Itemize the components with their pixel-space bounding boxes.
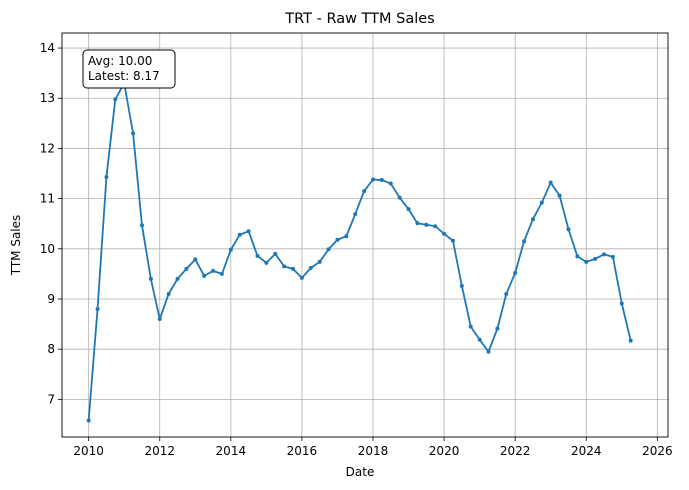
- data-point: [584, 259, 589, 264]
- x-tick-label: 2016: [287, 444, 318, 458]
- data-point: [148, 276, 153, 281]
- data-point: [237, 232, 242, 237]
- data-point: [264, 260, 269, 265]
- x-tick-label: 2012: [144, 444, 175, 458]
- data-point: [406, 207, 411, 212]
- data-point: [522, 239, 527, 244]
- data-point: [530, 217, 535, 222]
- annotation-box: [82, 49, 176, 89]
- annotation-latest: Latest: 8.17: [88, 69, 160, 83]
- data-point: [415, 221, 420, 226]
- chart-title: TRT - Raw TTM Sales: [284, 11, 434, 27]
- y-tick-label: 8: [47, 342, 55, 356]
- data-point: [566, 227, 571, 232]
- data-point: [86, 418, 91, 423]
- data-point: [602, 252, 607, 257]
- axis-ticks: 2010 2012 2014 2016 2018 2020 2022 2024 2026 7 8 9 1…: [40, 41, 673, 458]
- annotation-average: Avg: 10.00: [88, 54, 152, 68]
- data-point: [113, 97, 118, 102]
- data-point: [610, 254, 615, 259]
- x-tick-label: 2020: [429, 444, 460, 458]
- data-point: [370, 177, 375, 182]
- data-point: [282, 264, 287, 269]
- y-tick-label: 12: [40, 141, 55, 155]
- data-point: [619, 301, 624, 306]
- data-point: [255, 253, 260, 258]
- data-point: [495, 326, 500, 331]
- x-axis-label: Date: [346, 465, 375, 479]
- x-tick-label: 2022: [500, 444, 531, 458]
- x-tick-label: 2014: [216, 444, 247, 458]
- x-tick-label: 2026: [642, 444, 673, 458]
- y-tick-label: 10: [40, 242, 55, 256]
- series-layer: [86, 81, 633, 423]
- data-point: [504, 291, 509, 296]
- data-point: [344, 234, 349, 239]
- data-point: [273, 251, 278, 256]
- data-point: [477, 337, 482, 342]
- data-point: [362, 189, 367, 194]
- data-point: [379, 178, 384, 183]
- data-point: [424, 222, 429, 227]
- y-tick-label: 7: [47, 392, 55, 406]
- data-point: [353, 212, 358, 217]
- y-tick-label: 13: [40, 91, 55, 105]
- data-point: [228, 247, 233, 252]
- data-point: [539, 200, 544, 205]
- plot-frame: [61, 32, 669, 438]
- data-point: [335, 237, 340, 242]
- x-tick-label: 2010: [73, 444, 104, 458]
- data-point: [139, 223, 144, 228]
- y-tick-label: 9: [47, 292, 55, 306]
- data-point: [486, 349, 491, 354]
- data-point: [433, 224, 438, 229]
- data-point: [317, 259, 322, 264]
- data-point: [95, 307, 100, 312]
- data-point: [557, 193, 562, 198]
- data-point: [468, 324, 473, 329]
- data-point: [575, 254, 580, 259]
- x-tick-label: 2024: [571, 444, 602, 458]
- data-point: [513, 270, 518, 275]
- data-point: [388, 181, 393, 186]
- data-point: [308, 265, 313, 270]
- x-tick-label: 2018: [358, 444, 389, 458]
- data-point: [157, 317, 162, 322]
- data-point: [450, 238, 455, 243]
- series-line: [87, 82, 632, 421]
- data-point: [299, 275, 304, 280]
- data-point: [166, 291, 171, 296]
- y-tick-label: 11: [40, 192, 55, 206]
- data-point: [593, 256, 598, 261]
- data-point: [211, 268, 216, 273]
- data-point: [104, 175, 109, 180]
- data-point: [326, 247, 331, 252]
- grid-lines: [62, 33, 668, 437]
- data-point: [548, 180, 553, 185]
- data-point: [193, 257, 198, 262]
- data-point: [184, 266, 189, 271]
- data-point: [175, 276, 180, 281]
- y-tick-label: 14: [40, 41, 55, 55]
- stats-annotation: Avg: 10.00 Latest: 8.17: [82, 49, 176, 89]
- data-point: [442, 231, 447, 236]
- data-point: [628, 338, 633, 343]
- data-point: [202, 273, 207, 278]
- data-point: [291, 266, 296, 271]
- data-point: [131, 131, 136, 136]
- y-axis-label: TTM Sales: [9, 215, 23, 277]
- data-point: [246, 229, 251, 234]
- data-point: [219, 271, 224, 276]
- data-point: [459, 283, 464, 288]
- data-point: [397, 195, 402, 200]
